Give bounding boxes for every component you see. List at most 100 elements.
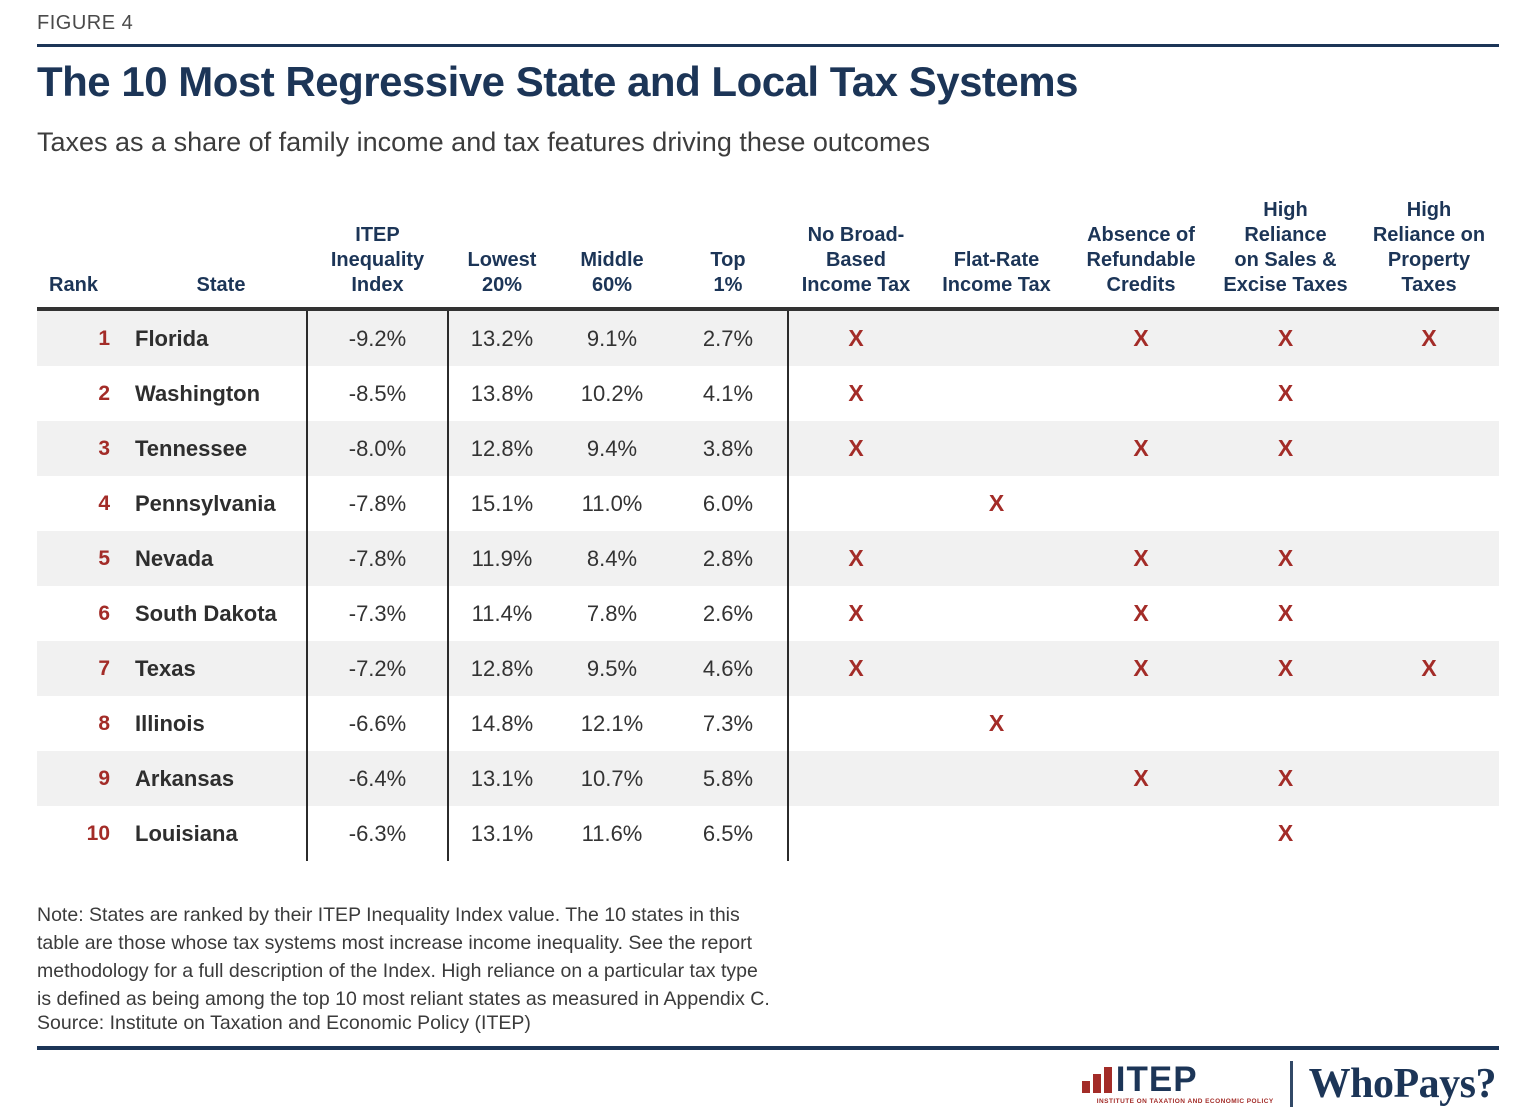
sales-excise-reliance-mark: X [1277, 325, 1294, 351]
absence-refundable-credits-mark: X [1133, 435, 1149, 461]
col-header-state: State [196, 274, 246, 296]
middle-60-cell: 9.4% [586, 435, 638, 461]
col-header-no-broad-based: No Broad- Based Income Tax [801, 224, 911, 296]
no-broad-based-income-tax-mark: X [848, 600, 864, 626]
table-row: 6 South Dakota -7.3% 11.4% 7.8% 2.6% X X… [37, 586, 1499, 641]
itep-index-cell: -8.0% [348, 435, 407, 461]
itep-index-cell: -6.6% [348, 710, 407, 736]
itep-index-cell: -7.8% [348, 490, 407, 516]
state-cell: Illinois [135, 710, 205, 736]
middle-60-cell: 10.2% [580, 380, 644, 406]
footer: ITEP INSTITUTE ON TAXATION AND ECONOMIC … [1081, 1058, 1497, 1110]
state-cell: Texas [135, 655, 196, 681]
lowest-20-cell: 13.2% [470, 325, 534, 351]
middle-60-cell: 11.6% [581, 820, 643, 846]
sales-excise-reliance-mark: X [1277, 600, 1294, 626]
itep-index-cell: -7.3% [348, 600, 407, 626]
rank-cell: 5 [98, 546, 110, 570]
footer-rule [37, 1046, 1499, 1050]
table-body: 1 Florida -9.2% 13.2% 9.1% 2.7% X X X X … [37, 307, 1499, 861]
sales-excise-reliance-mark: X [1277, 765, 1294, 791]
middle-60-cell: 12.1% [580, 710, 644, 736]
absence-refundable-credits-mark: X [1133, 545, 1149, 571]
figure-label: FIGURE 4 [37, 12, 134, 34]
no-broad-based-income-tax-mark: X [848, 655, 864, 681]
rank-cell: 1 [98, 326, 110, 350]
lowest-20-cell: 12.8% [470, 435, 534, 461]
col-header-lowest-20: Lowest 20% [467, 249, 537, 296]
rank-cell: 8 [98, 711, 110, 735]
figure-subtitle: Taxes as a share of family income and ta… [37, 127, 930, 157]
divider-state-index [306, 311, 308, 861]
flat-rate-income-tax-mark: X [988, 710, 1005, 736]
state-cell: Florida [135, 325, 209, 351]
sales-excise-reliance-mark: X [1277, 380, 1294, 406]
col-header-flat-rate: Flat-Rate Income Tax [942, 249, 1051, 296]
absence-refundable-credits-mark: X [1133, 655, 1149, 681]
divider-shares-features [787, 311, 789, 861]
rank-cell: 9 [98, 766, 110, 790]
top-1-cell: 2.6% [702, 600, 754, 626]
rank-cell: 7 [98, 656, 110, 680]
col-header-property: High Reliance on Property Taxes [1372, 199, 1486, 296]
itep-logo-text: ITEP [1115, 1059, 1198, 1099]
rank-cell: 4 [98, 491, 110, 515]
table-row: 7 Texas -7.2% 12.8% 9.5% 4.6% X X X X [37, 641, 1499, 696]
lowest-20-cell: 11.9% [471, 545, 533, 571]
no-broad-based-income-tax-mark: X [848, 325, 864, 351]
lowest-20-cell: 12.8% [470, 655, 534, 681]
middle-60-cell: 8.4% [586, 545, 638, 571]
sales-excise-reliance-mark: X [1277, 545, 1294, 571]
col-header-itep-index: ITEP Inequality Index [330, 224, 425, 296]
itep-index-cell: -8.5% [348, 380, 407, 406]
table-row: 3 Tennessee -8.0% 12.8% 9.4% 3.8% X X X [37, 421, 1499, 476]
no-broad-based-income-tax-mark: X [848, 435, 864, 461]
itep-index-cell: -7.8% [348, 545, 407, 571]
rank-cell: 6 [98, 601, 110, 625]
figure-title: The 10 Most Regressive State and Local T… [37, 58, 1078, 105]
itep-index-cell: -9.2% [348, 325, 407, 351]
lowest-20-cell: 15.1% [470, 490, 534, 516]
table-row: 4 Pennsylvania -7.8% 15.1% 11.0% 6.0% X [37, 476, 1499, 531]
state-cell: Pennsylvania [135, 490, 276, 516]
top-1-cell: 2.8% [702, 545, 754, 571]
no-broad-based-income-tax-mark: X [848, 380, 864, 406]
state-cell: Louisiana [135, 820, 238, 846]
rank-cell: 2 [98, 381, 110, 405]
lowest-20-cell: 13.1% [470, 765, 534, 791]
middle-60-cell: 7.8% [586, 600, 638, 626]
state-cell: Washington [135, 380, 261, 406]
divider-index-shares [447, 311, 449, 861]
col-header-middle-60: Middle 60% [580, 249, 644, 296]
property-reliance-mark: X [1421, 325, 1437, 351]
state-cell: Nevada [135, 545, 214, 571]
itep-logo-caption: INSTITUTE ON TAXATION AND ECONOMIC POLIC… [1096, 1097, 1274, 1105]
table-row: 2 Washington -8.5% 13.8% 10.2% 4.1% X X [37, 366, 1499, 421]
source-text: Source: Institute on Taxation and Econom… [37, 1012, 531, 1034]
absence-refundable-credits-mark: X [1133, 325, 1149, 351]
top-1-cell: 4.1% [702, 380, 754, 406]
tax-table: Rank State ITEP Inequality Index Lowest … [37, 190, 1499, 861]
itep-index-cell: -6.4% [348, 765, 407, 791]
absence-refundable-credits-mark: X [1133, 765, 1149, 791]
lowest-20-cell: 11.4% [471, 600, 533, 626]
top-1-cell: 4.6% [702, 655, 754, 681]
col-header-refundable: Absence of Refundable Credits [1086, 224, 1196, 296]
lowest-20-cell: 13.8% [470, 380, 534, 406]
header-rule [37, 44, 1499, 47]
itep-index-cell: -6.3% [348, 820, 407, 846]
table-header-row: Rank State ITEP Inequality Index Lowest … [37, 190, 1499, 307]
state-cell: Arkansas [135, 765, 235, 791]
rank-cell: 3 [98, 436, 110, 460]
sales-excise-reliance-mark: X [1277, 435, 1294, 461]
itep-index-cell: -7.2% [348, 655, 407, 681]
lowest-20-cell: 13.1% [470, 820, 534, 846]
absence-refundable-credits-mark: X [1133, 600, 1149, 626]
table-row: 9 Arkansas -6.4% 13.1% 10.7% 5.8% X X [37, 751, 1499, 806]
flat-rate-income-tax-mark: X [988, 490, 1005, 516]
top-1-cell: 2.7% [702, 325, 754, 351]
top-1-cell: 5.8% [702, 765, 754, 791]
col-header-rank: Rank [49, 274, 98, 296]
bar-chart-icon [1081, 1066, 1112, 1096]
